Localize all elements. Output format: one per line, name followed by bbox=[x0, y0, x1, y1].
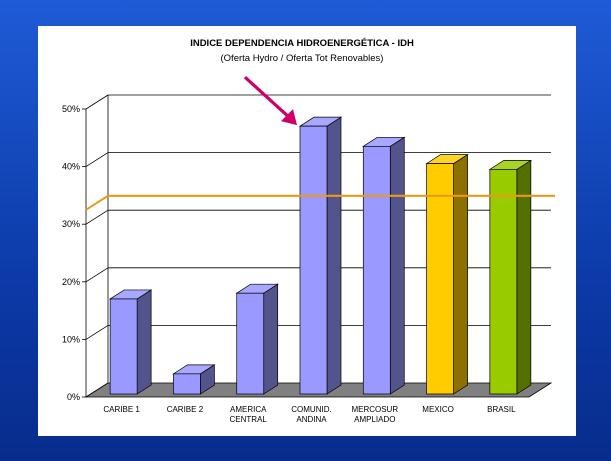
highlight-arrow-head bbox=[281, 109, 297, 126]
gridline-side bbox=[85, 152, 109, 167]
y-tick-label: 0% bbox=[67, 392, 80, 402]
bar-side bbox=[326, 116, 342, 395]
x-tick-label: AMERICA bbox=[230, 405, 267, 414]
bar bbox=[426, 163, 454, 395]
x-tick-label: MERCOSUR bbox=[351, 405, 398, 414]
y-tick-label: 30% bbox=[62, 219, 80, 229]
chart-title: INDICE DEPENDENCIA HIDROENERGÉTICA - IDH bbox=[190, 38, 414, 49]
y-tick-label: 50% bbox=[62, 104, 80, 114]
bar-side bbox=[389, 136, 405, 395]
x-tick-label: MEXICO bbox=[422, 405, 454, 414]
gridline-side bbox=[85, 94, 109, 110]
x-tick-label: CARIBE 2 bbox=[167, 405, 204, 414]
bar bbox=[109, 298, 138, 395]
chart: INDICE DEPENDENCIA HIDROENERGÉTICA - IDH… bbox=[62, 38, 555, 424]
y-tick-label: 10% bbox=[62, 334, 80, 344]
bar bbox=[362, 145, 391, 395]
x-tick-label: ANDINA bbox=[296, 415, 327, 424]
reference-line-side bbox=[85, 194, 109, 211]
plot-area: 0% 10% 20% 30% 40% 50% CARIBE 1 CARIBE 2 AMERICA… bbox=[62, 75, 555, 424]
y-tick-label: 40% bbox=[62, 162, 80, 172]
highlight-arrow-shaft bbox=[243, 75, 291, 119]
x-tick-label: CENTRAL bbox=[230, 415, 268, 424]
bar-side bbox=[453, 153, 468, 395]
x-tick-label: AMPLIADO bbox=[354, 415, 395, 424]
bar-side bbox=[263, 283, 279, 395]
chart-card: INDICE DEPENDENCIA HIDROENERGÉTICA - IDH… bbox=[38, 26, 576, 436]
bar-side bbox=[136, 289, 152, 395]
gridline-side bbox=[85, 325, 109, 340]
x-tick-label: CARIBE 1 bbox=[103, 405, 140, 414]
bar bbox=[173, 373, 201, 395]
bar bbox=[489, 169, 518, 395]
bar bbox=[236, 292, 265, 395]
x-tick-label: COMUNID. bbox=[291, 405, 331, 414]
y-tick-label: 20% bbox=[62, 277, 80, 287]
gridline-side bbox=[85, 209, 109, 225]
chart-subtitle: (Oferta Hydro / Oferta Tot Renovables) bbox=[221, 53, 384, 64]
x-tick-label: BRASIL bbox=[487, 405, 516, 414]
gridline-side bbox=[85, 267, 109, 283]
bar bbox=[299, 125, 328, 395]
